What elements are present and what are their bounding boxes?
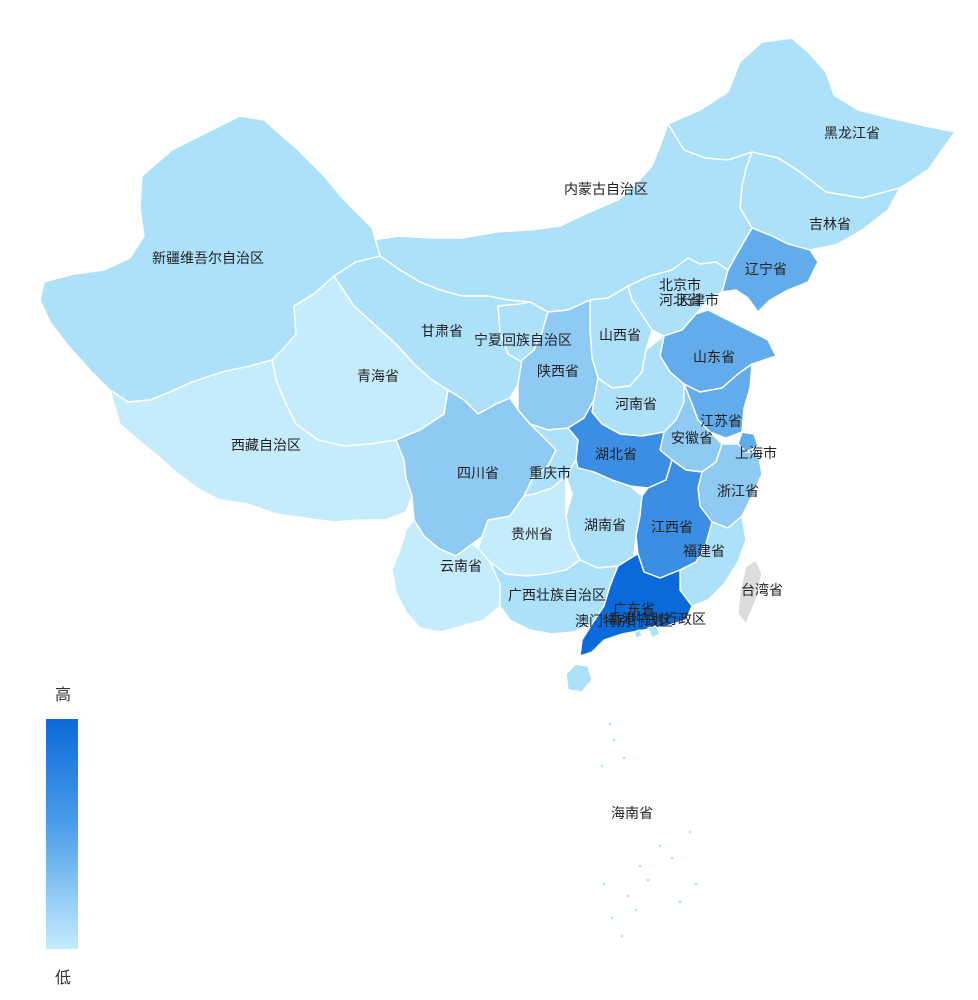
island-speck <box>600 764 604 768</box>
province-label-xizang: 西藏自治区 <box>231 438 301 454</box>
province-label-hunan: 湖南省 <box>584 518 626 534</box>
province-label-guangxi: 广西壮族自治区 <box>508 588 606 604</box>
island-speck <box>638 864 642 868</box>
province-label-shanxi: 山西省 <box>599 328 641 344</box>
province-taiwan[interactable] <box>737 559 763 625</box>
province-label-shandong: 山东省 <box>693 350 735 366</box>
legend-high-label: 高 <box>54 685 71 704</box>
province-label-jiangxi: 江西省 <box>651 520 693 536</box>
island-speck <box>608 722 612 726</box>
province-shanghai[interactable] <box>737 431 759 453</box>
province-label-jiangsu: 江苏省 <box>700 414 742 430</box>
island-speck <box>610 916 614 920</box>
legend-low-label: 低 <box>54 968 71 987</box>
province-label-heilongjiang: 黑龙江省 <box>824 126 880 142</box>
island-speck <box>670 856 674 860</box>
province-label-chongqing: 重庆市 <box>529 465 571 482</box>
province-label-hebei: 河北省 <box>659 293 701 309</box>
province-label-hongkong: 香港特别行政区 <box>608 612 706 628</box>
province-label-yunnan: 云南省 <box>440 559 482 575</box>
island-speck <box>622 756 626 760</box>
legend-gradient-bar <box>46 719 78 949</box>
island-speck <box>646 878 650 882</box>
province-label-qinghai: 青海省 <box>357 369 399 385</box>
province-label-henan: 河南省 <box>615 397 657 413</box>
island-speck <box>678 900 682 904</box>
province-regions <box>39 37 956 938</box>
province-hongkong[interactable] <box>647 625 661 639</box>
province-label-sichuan: 四川省 <box>457 466 499 482</box>
island-speck <box>658 844 662 848</box>
island-speck <box>602 882 606 886</box>
province-label-hainan: 海南省 <box>611 806 653 822</box>
province-hainan[interactable] <box>565 663 593 693</box>
province-label-tianjin: 天津市 <box>677 292 719 309</box>
province-label-anhui: 安徽省 <box>671 431 713 447</box>
island-speck <box>634 908 638 912</box>
province-label-taiwan: 台湾省 <box>741 582 783 599</box>
province-label-shanghai: 上海市 <box>735 445 777 462</box>
province-label-xinjiang: 新疆维吾尔自治区 <box>152 251 264 267</box>
province-label-guizhou: 贵州省 <box>511 527 553 543</box>
province-label-ningxia: 宁夏回族自治区 <box>474 332 572 349</box>
province-yunnan[interactable] <box>391 519 501 633</box>
province-label-beijing: 北京市 <box>659 277 701 294</box>
province-label-fujian: 福建省 <box>683 544 725 560</box>
island-speck <box>688 830 692 834</box>
province-label-jilin: 吉林省 <box>809 217 851 233</box>
island-speck <box>620 934 624 938</box>
province-label-guangdong: 广东省 <box>613 602 655 618</box>
province-label-zhejiang: 浙江省 <box>717 484 759 500</box>
province-label-shaanxi: 陕西省 <box>537 364 579 380</box>
island-speck <box>626 894 630 898</box>
island-speck <box>612 738 616 742</box>
province-macao[interactable] <box>633 629 643 639</box>
province-label-macao: 澳门特别行政区 <box>575 614 673 630</box>
island-speck <box>694 882 698 886</box>
province-label-gansu: 甘肃省 <box>421 324 463 340</box>
province-label-liaoning: 辽宁省 <box>745 261 787 278</box>
province-label-neimenggu: 内蒙古自治区 <box>564 182 648 198</box>
province-label-hubei: 湖北省 <box>595 447 637 463</box>
